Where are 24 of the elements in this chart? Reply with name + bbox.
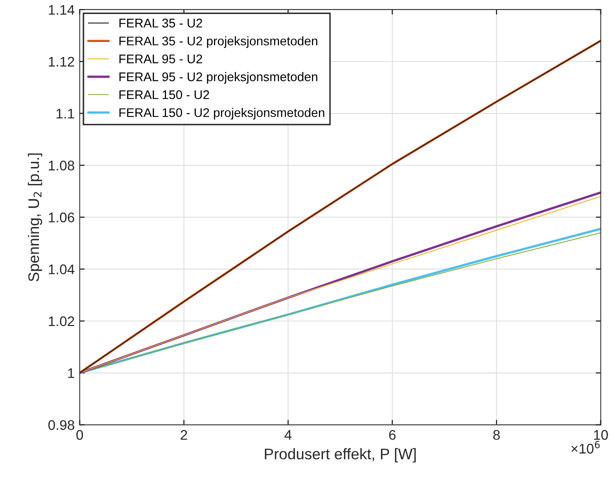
y-tick-label: 1.08 <box>48 160 74 170</box>
x-tick-label: 4 <box>284 430 292 440</box>
y-tick-label: 1.12 <box>48 56 74 67</box>
x-tick-label: 0 <box>76 430 84 440</box>
legend-label: FERAL 35 - U2 <box>119 18 202 28</box>
legend-label: FERAL 95 - U2 <box>119 54 202 64</box>
y-tick-label: 1.04 <box>48 264 74 274</box>
x-tick-label: 10 <box>594 430 608 440</box>
x-tick-label: 2 <box>180 430 188 440</box>
y-tick-label: 1.14 <box>48 5 74 15</box>
legend-label: FERAL 95 - U2 projeksjonsmetoden <box>119 72 318 84</box>
x-axis-title: Produsert effekt, P [W] <box>264 448 416 462</box>
legend-label: FERAL 150 - U2 projeksjonsmetoden <box>119 108 324 120</box>
legend-label: FERAL 150 - U2 <box>119 90 210 100</box>
legend-label: FERAL 35 - U2 projeksjonsmetoden <box>119 36 318 48</box>
x-tick-label: 6 <box>389 430 396 440</box>
x-tick-label: 8 <box>493 430 500 440</box>
y-tick-label: 1.02 <box>48 316 74 326</box>
y-tick-label: 1 <box>68 368 74 378</box>
text: ×10$^{6}$ <box>571 440 600 454</box>
y-axis-title: Spenning, U$_{2}$ [p.u.] <box>28 153 42 282</box>
y-tick-label: 1.1 <box>56 108 74 118</box>
y-tick-label: 0.98 <box>48 420 74 430</box>
y-tick-label: 1.06 <box>48 212 74 222</box>
